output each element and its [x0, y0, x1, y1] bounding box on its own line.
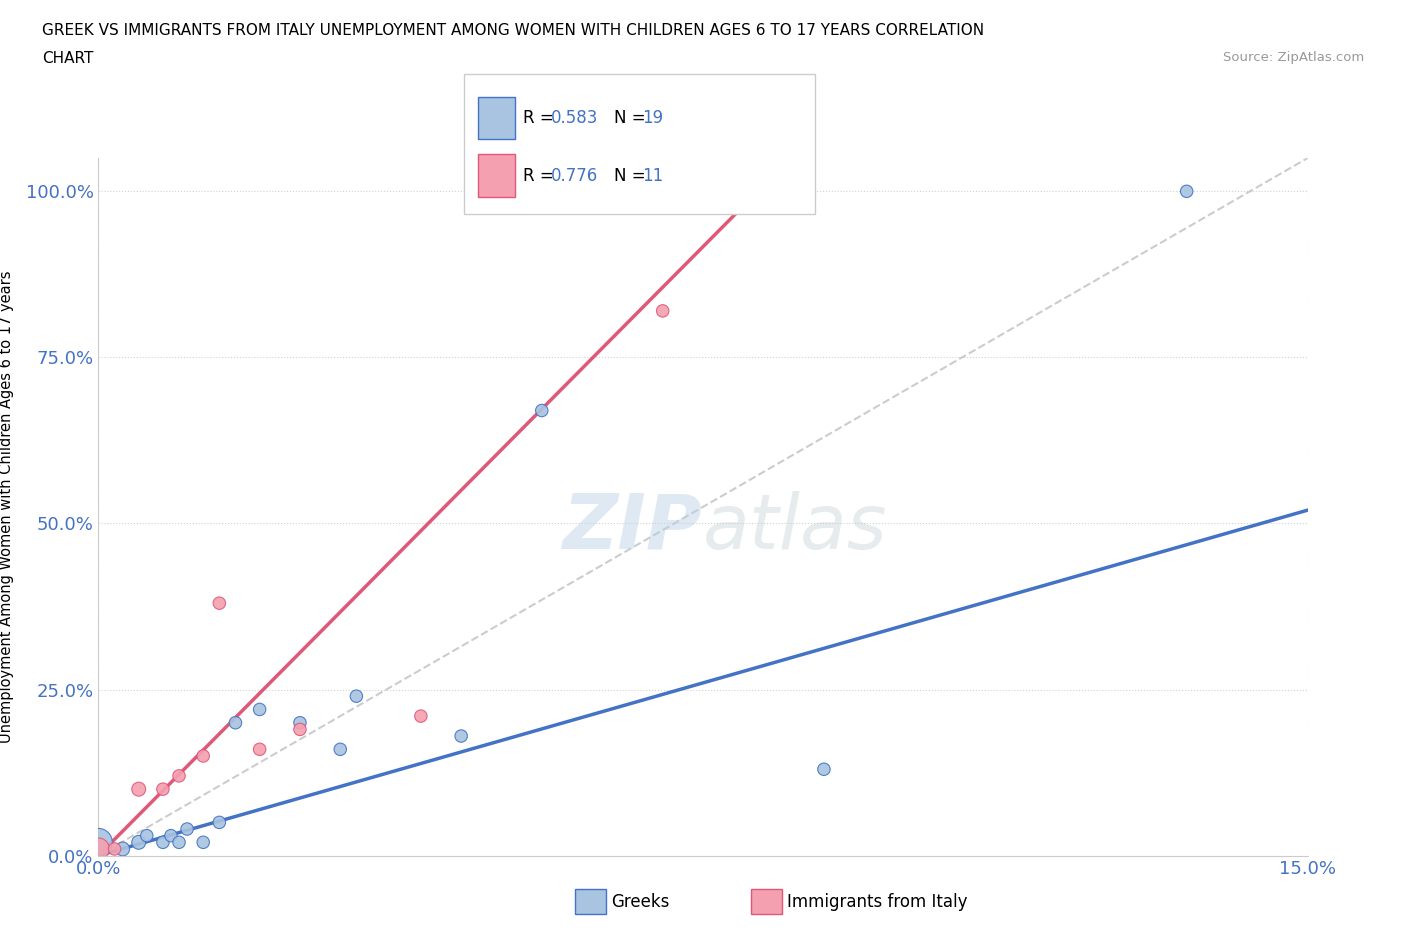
Text: atlas: atlas: [703, 491, 887, 565]
Point: [249, 742, 271, 757]
Text: ZIP: ZIP: [564, 491, 703, 565]
Point: [208, 596, 231, 611]
Point: [193, 749, 215, 764]
Point: [167, 768, 190, 783]
Point: [344, 689, 367, 704]
Point: [1175, 184, 1198, 199]
Point: [249, 702, 271, 717]
Point: [208, 815, 231, 830]
Point: [111, 842, 134, 857]
Point: [87, 835, 110, 850]
Text: Greeks: Greeks: [612, 893, 671, 911]
Point: [128, 835, 150, 850]
Point: [152, 835, 174, 850]
Point: [152, 782, 174, 797]
Point: [224, 715, 246, 730]
Point: [193, 835, 215, 850]
Point: [813, 762, 835, 777]
Text: 0.776: 0.776: [551, 166, 599, 185]
Text: R =: R =: [523, 166, 560, 185]
Point: [288, 715, 311, 730]
Text: Source: ZipAtlas.com: Source: ZipAtlas.com: [1223, 51, 1364, 64]
Point: [167, 835, 190, 850]
Point: [128, 782, 150, 797]
Point: [160, 829, 183, 844]
Text: 0.583: 0.583: [551, 109, 599, 127]
Point: [135, 829, 157, 844]
Point: [651, 303, 673, 318]
Y-axis label: Unemployment Among Women with Children Ages 6 to 17 years: Unemployment Among Women with Children A…: [0, 271, 14, 743]
Text: 11: 11: [643, 166, 664, 185]
Point: [87, 842, 110, 857]
Text: Immigrants from Italy: Immigrants from Italy: [787, 893, 967, 911]
Point: [176, 821, 198, 836]
Text: N =: N =: [614, 109, 651, 127]
Point: [288, 722, 311, 737]
Point: [530, 403, 553, 418]
Point: [103, 842, 125, 857]
Text: N =: N =: [614, 166, 651, 185]
Text: R =: R =: [523, 109, 560, 127]
Text: GREEK VS IMMIGRANTS FROM ITALY UNEMPLOYMENT AMONG WOMEN WITH CHILDREN AGES 6 TO : GREEK VS IMMIGRANTS FROM ITALY UNEMPLOYM…: [42, 23, 984, 38]
Point: [409, 709, 432, 724]
Text: 19: 19: [643, 109, 664, 127]
Point: [329, 742, 352, 757]
Text: CHART: CHART: [42, 51, 94, 66]
Point: [450, 728, 472, 743]
